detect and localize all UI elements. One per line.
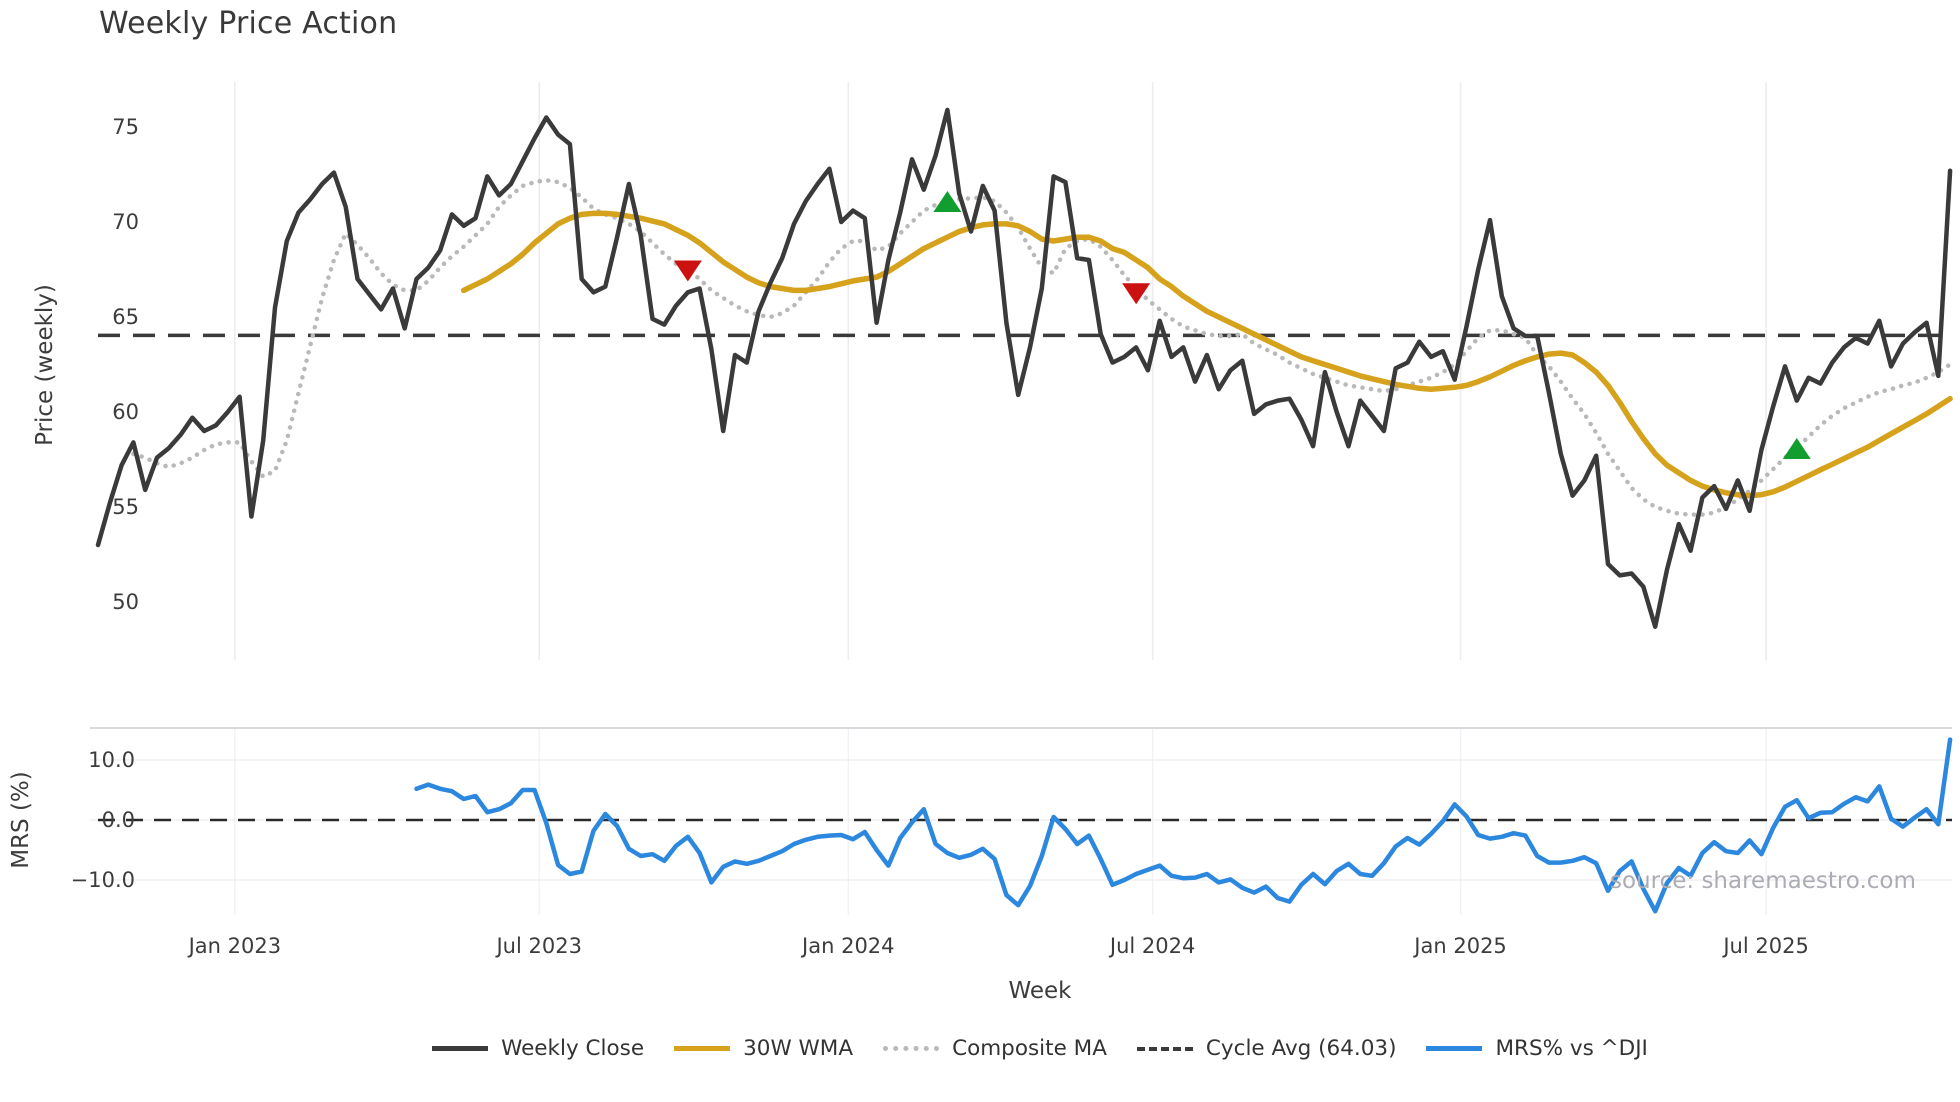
buy-marker-icon: [933, 191, 962, 212]
sell-marker-icon: [673, 260, 702, 282]
legend-line-icon: [432, 1046, 489, 1051]
source-watermark: source: sharemaestro.com: [1610, 868, 1916, 894]
sell-marker-icon: [1122, 283, 1151, 305]
legend-item: 30W WMA: [674, 1036, 853, 1061]
y-tick-mrs: −10.0: [70, 868, 135, 892]
legend-line-icon: [883, 1046, 940, 1051]
legend-line-icon: [1136, 1046, 1193, 1051]
x-axis-label: Week: [1008, 978, 1072, 1004]
y-tick-mrs: 0.0: [101, 808, 135, 832]
x-tick: Jan 2025: [1414, 934, 1507, 958]
y-tick-price: 50: [112, 590, 139, 614]
legend-label: Composite MA: [952, 1036, 1107, 1061]
weekly-close-line: [95, 107, 1953, 629]
x-tick: Jan 2024: [802, 934, 895, 958]
buy-marker-icon: [1782, 438, 1811, 459]
composite-ma-line: [131, 177, 1953, 517]
legend-label: MRS% vs ^DJI: [1495, 1036, 1648, 1061]
legend-item: Weekly Close: [432, 1036, 644, 1061]
page-title: Weekly Price Action: [99, 6, 398, 41]
legend-item: Cycle Avg (64.03): [1136, 1036, 1397, 1061]
x-tick: Jul 2023: [496, 934, 582, 958]
legend-label: Weekly Close: [501, 1036, 645, 1061]
wma-line: [460, 210, 1953, 499]
y-tick-price: 75: [112, 115, 139, 139]
legend-label: 30W WMA: [743, 1036, 854, 1061]
legend-line-icon: [674, 1046, 731, 1051]
x-tick: Jul 2024: [1109, 934, 1196, 958]
y-tick-price: 65: [112, 305, 139, 329]
y-tick-price: 55: [112, 495, 139, 519]
legend: Weekly Close 30W WMA Composite MA Cycle Avg…: [120, 1036, 1960, 1061]
y-tick-mrs: 10.0: [88, 748, 135, 772]
x-tick: Jul 2025: [1723, 934, 1809, 958]
y-tick-price: 70: [112, 210, 139, 234]
legend-line-icon: [1426, 1046, 1483, 1051]
y-axis-label-mrs: MRS (%): [8, 771, 34, 869]
mrs-line: [414, 737, 1953, 914]
legend-item: Composite MA: [883, 1036, 1107, 1061]
x-tick: Jan 2023: [188, 934, 282, 958]
legend-item: MRS% vs ^DJI: [1426, 1036, 1648, 1061]
legend-label: Cycle Avg (64.03): [1205, 1036, 1397, 1061]
y-tick-price: 60: [112, 400, 139, 424]
